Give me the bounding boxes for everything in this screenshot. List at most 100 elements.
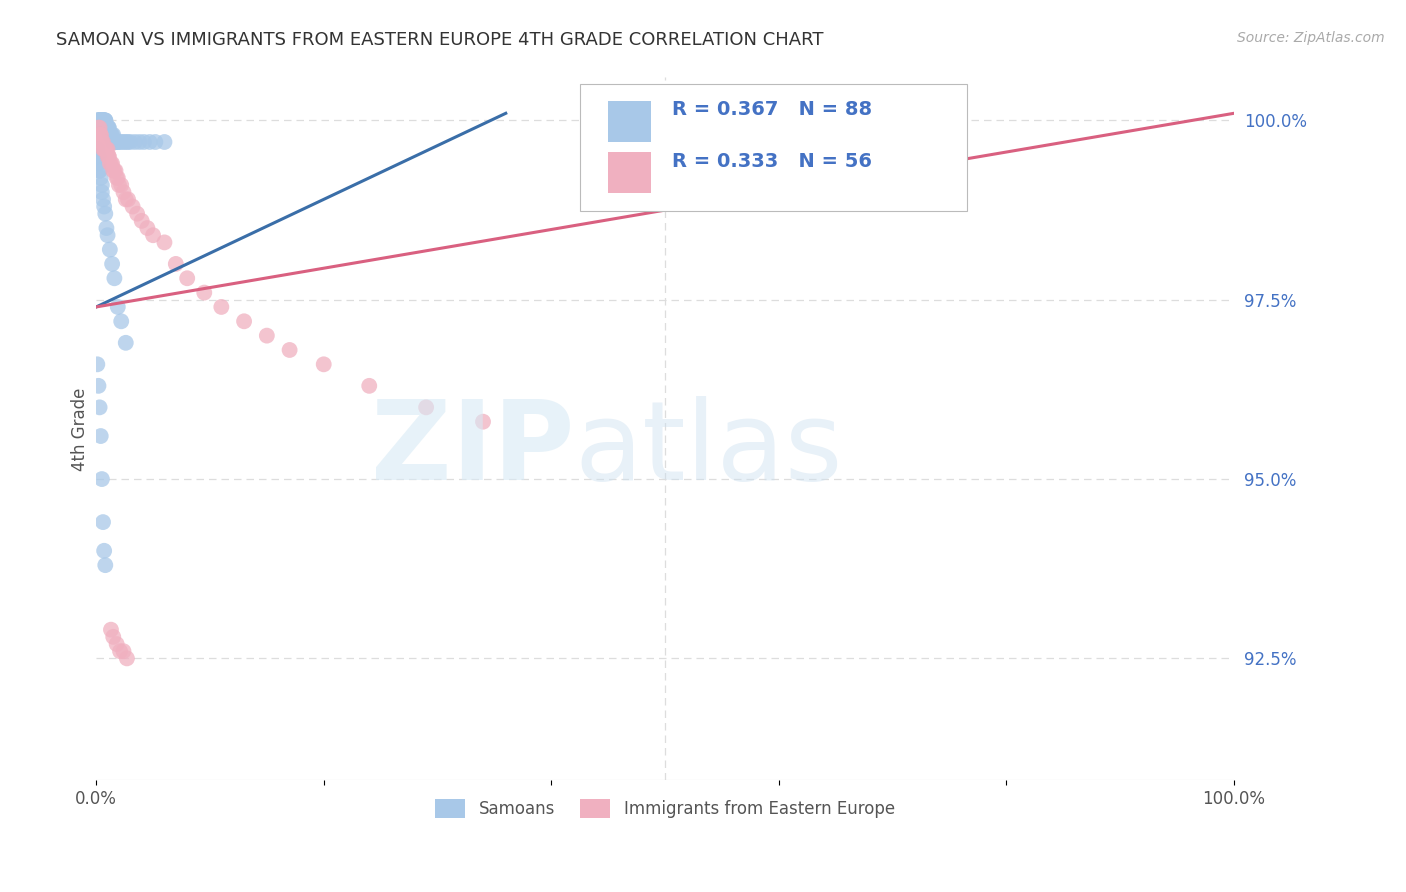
Point	[91, 135, 114, 149]
Point	[97, 120, 120, 135]
Point	[165, 257, 187, 271]
Point	[105, 135, 128, 149]
Point	[96, 120, 118, 135]
Point	[90, 185, 112, 199]
Y-axis label: 4th Grade: 4th Grade	[72, 387, 89, 471]
Point	[90, 113, 112, 128]
Point	[91, 142, 114, 156]
Point	[98, 243, 121, 257]
Point	[107, 135, 129, 149]
Point	[97, 228, 120, 243]
Point	[96, 120, 118, 135]
Text: Source: ZipAtlas.com: Source: ZipAtlas.com	[1237, 31, 1385, 45]
Point	[96, 221, 118, 235]
Point	[87, 120, 110, 135]
Point	[96, 142, 118, 156]
Point	[110, 178, 132, 192]
Point	[94, 558, 117, 573]
Point	[90, 178, 112, 192]
Point	[131, 214, 153, 228]
Point	[93, 113, 115, 128]
Point	[114, 135, 136, 149]
Point	[104, 135, 127, 149]
Point	[97, 149, 120, 163]
Text: SAMOAN VS IMMIGRANTS FROM EASTERN EUROPE 4TH GRADE CORRELATION CHART: SAMOAN VS IMMIGRANTS FROM EASTERN EUROPE…	[56, 31, 824, 49]
Point	[117, 193, 139, 207]
Point	[87, 149, 110, 163]
Point	[91, 113, 114, 128]
Point	[90, 113, 112, 128]
Point	[89, 120, 111, 135]
Point	[89, 113, 111, 128]
Point	[128, 135, 150, 149]
Point	[101, 257, 124, 271]
Point	[96, 120, 118, 135]
Point	[312, 357, 335, 371]
Point	[100, 623, 122, 637]
Point	[100, 156, 122, 170]
Point	[93, 113, 115, 128]
Point	[193, 285, 215, 300]
Point	[112, 185, 135, 199]
Point	[209, 300, 232, 314]
Point	[112, 644, 135, 658]
Point	[87, 113, 110, 128]
Point	[90, 429, 112, 443]
Point	[278, 343, 301, 357]
Point	[415, 401, 437, 415]
Point	[90, 135, 112, 149]
Point	[90, 135, 112, 149]
Point	[96, 120, 118, 135]
Point	[90, 113, 112, 128]
Point	[103, 271, 125, 285]
Point	[89, 113, 111, 128]
Point	[86, 149, 108, 163]
Point	[359, 379, 381, 393]
Point	[93, 543, 115, 558]
Point	[94, 142, 117, 156]
Point	[90, 113, 112, 128]
Point	[91, 113, 114, 128]
Point	[94, 113, 117, 128]
Point	[114, 335, 136, 350]
Point	[90, 113, 112, 128]
Point	[93, 142, 115, 156]
Point	[97, 120, 120, 135]
Point	[93, 113, 115, 128]
Point	[233, 314, 256, 328]
Point	[90, 113, 112, 128]
Point	[90, 113, 112, 128]
Point	[89, 113, 111, 128]
Point	[90, 135, 112, 149]
Point	[127, 207, 149, 221]
Point	[132, 135, 155, 149]
Point	[87, 379, 110, 393]
Point	[103, 630, 125, 644]
Point	[91, 515, 114, 529]
Legend: Samoans, Immigrants from Eastern Europe: Samoans, Immigrants from Eastern Europe	[429, 792, 901, 825]
Point	[89, 401, 111, 415]
Point	[103, 163, 125, 178]
Point	[110, 135, 132, 149]
Point	[100, 128, 122, 142]
Point	[94, 142, 117, 156]
Point	[120, 135, 142, 149]
Point	[86, 113, 108, 128]
Point	[89, 163, 111, 178]
Point	[121, 200, 143, 214]
Point	[93, 113, 115, 128]
Point	[107, 300, 129, 314]
FancyBboxPatch shape	[579, 85, 966, 211]
Point	[112, 135, 135, 149]
Point	[103, 135, 125, 149]
Point	[103, 128, 125, 142]
Point	[104, 163, 127, 178]
Point	[97, 120, 120, 135]
Point	[90, 113, 112, 128]
Point	[114, 193, 136, 207]
Point	[97, 120, 120, 135]
Point	[101, 128, 124, 142]
Point	[100, 128, 122, 142]
Point	[94, 113, 117, 128]
Point	[103, 163, 125, 178]
